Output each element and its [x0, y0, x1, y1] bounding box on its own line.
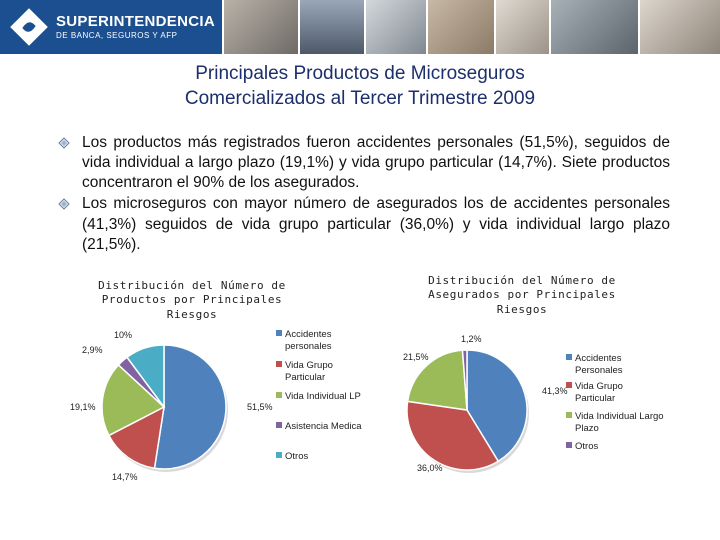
pie-slice [101, 363, 166, 437]
logo-emblem-icon [10, 8, 48, 46]
bullet-list: Los productos más registrados fueron acc… [58, 133, 670, 256]
logo-title: SUPERINTENDENCIA [56, 12, 215, 30]
legend-entry: Otros [575, 441, 598, 452]
legend-swatch [276, 422, 282, 428]
pie-slice [406, 349, 468, 411]
photo-office [548, 0, 639, 54]
legend-entry: Plazo [575, 423, 599, 434]
chart2-title: Distribución del Número de Asegurados po… [428, 274, 616, 316]
legend-swatch [566, 442, 572, 448]
pie-slice [153, 344, 227, 470]
legend-entry: Vida Individual Largo [575, 411, 664, 422]
legend-swatch [276, 361, 282, 367]
data-label: 21,5% [403, 352, 429, 362]
legend-entry: Vida Grupo [285, 360, 333, 371]
page-title: Principales Productos de Microseguros Co… [184, 63, 536, 109]
logo-subtitle: DE BANCA, SEGUROS Y AFP [56, 30, 178, 40]
data-label: 36,0% [417, 463, 443, 473]
legend-entry: Vida Grupo [575, 381, 623, 392]
legend-entry: Otros [285, 451, 308, 462]
legend-swatch [276, 392, 282, 398]
legend-entry: personales [285, 341, 332, 352]
legend-swatch [566, 412, 572, 418]
header-banner: SUPERINTENDENCIA DE BANCA, SEGUROS Y AFP [0, 0, 720, 54]
photo-card [222, 0, 298, 54]
diamond-bullet-icon [58, 198, 70, 211]
data-label: 41,3% [542, 386, 568, 396]
pie-slice [461, 349, 468, 411]
data-label: 19,1% [70, 402, 96, 412]
pie-slice [125, 344, 165, 410]
legend-entry: Vida Individual LP [285, 391, 361, 402]
bullet-item: Los microseguros con mayor número de ase… [58, 194, 670, 254]
chart1-title: Distribución del Número de Productos por… [98, 279, 286, 321]
legend-entry: Accidentes [285, 329, 332, 340]
superintendencia-logo: SUPERINTENDENCIA DE BANCA, SEGUROS Y AFP [10, 4, 220, 50]
data-label: 1,2% [461, 334, 482, 344]
photo-strip [222, 0, 720, 54]
data-label: 51,5% [247, 402, 273, 412]
photo-documents [494, 0, 549, 54]
legend-entry: Asistencia Medica [285, 421, 362, 432]
photo-signing [638, 0, 720, 54]
legend-swatch [276, 330, 282, 336]
photo-building [297, 0, 364, 54]
pie-slice [406, 400, 500, 471]
legend-entry: Personales [575, 365, 623, 376]
legend-swatch [566, 354, 572, 360]
legend-entry: Accidentes [575, 353, 622, 364]
pie-slice [107, 405, 165, 470]
data-label: 14,7% [112, 472, 138, 482]
legend-swatch [566, 382, 572, 388]
legend-entry: Particular [285, 372, 325, 383]
data-label: 2,9% [82, 345, 103, 355]
photo-keyboard [364, 0, 427, 54]
diamond-bullet-icon [58, 137, 70, 149]
legend-entry: Particular [575, 393, 615, 404]
bullet-item: Los productos más registrados fueron acc… [58, 133, 670, 193]
legend-swatch [276, 452, 282, 458]
data-label: 10% [114, 330, 132, 340]
photo-hands [426, 0, 495, 54]
